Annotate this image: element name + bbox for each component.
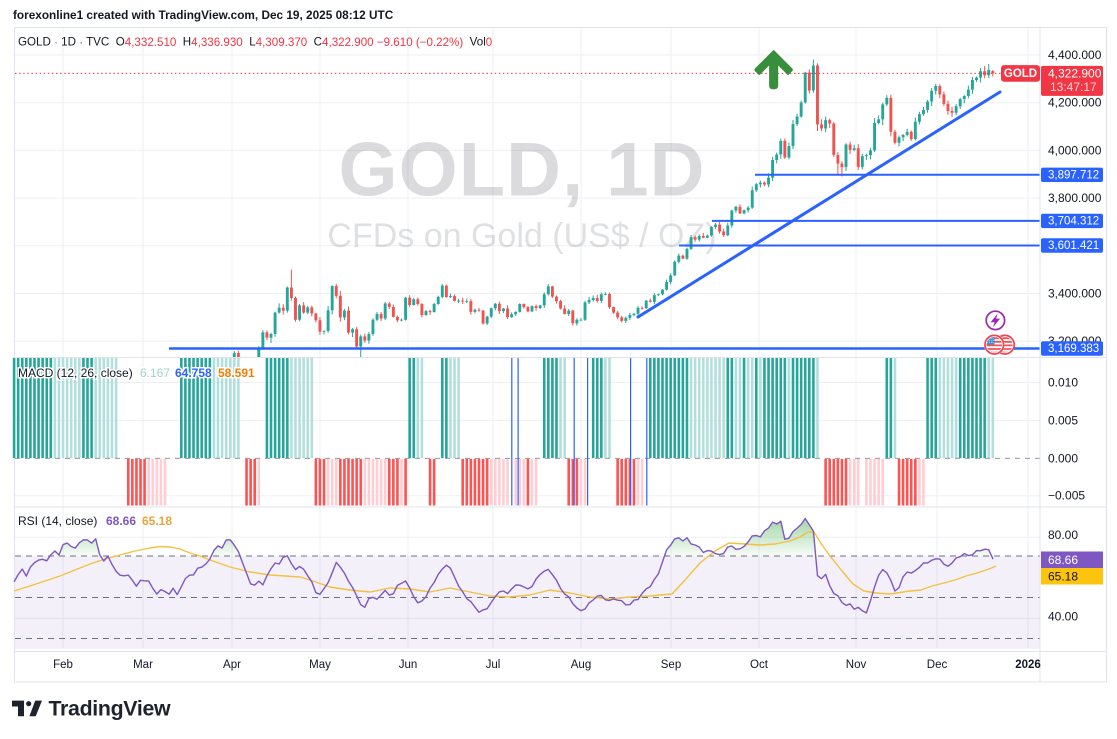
svg-text:65.18: 65.18 <box>1048 570 1078 584</box>
svg-text:3,897.712: 3,897.712 <box>1048 169 1099 181</box>
svg-text:4,000.000: 4,000.000 <box>1048 143 1102 157</box>
svg-text:68.66: 68.66 <box>1048 553 1078 567</box>
svg-text:3,601.421: 3,601.421 <box>1048 240 1099 252</box>
svg-text:Jul: Jul <box>486 659 501 671</box>
svg-text:3,169.383: 3,169.383 <box>1048 343 1099 355</box>
svg-text:Dec: Dec <box>927 659 948 671</box>
svg-text:Apr: Apr <box>223 659 241 671</box>
svg-text:Jun: Jun <box>399 659 418 671</box>
svg-text:4,400.000: 4,400.000 <box>1048 48 1102 62</box>
svg-text:40.00: 40.00 <box>1048 610 1078 624</box>
svg-text:0.010: 0.010 <box>1048 376 1078 390</box>
svg-text:80.00: 80.00 <box>1048 528 1078 542</box>
svg-text:Sep: Sep <box>661 659 681 671</box>
svg-text:2026: 2026 <box>1015 659 1041 671</box>
svg-text:4,200.000: 4,200.000 <box>1048 96 1102 110</box>
svg-text:68.66: 68.66 <box>106 514 136 528</box>
svg-text:64.758: 64.758 <box>175 366 212 380</box>
svg-text:GOLD: GOLD <box>1004 68 1037 80</box>
svg-text:TradingView: TradingView <box>49 697 171 721</box>
svg-text:0.000: 0.000 <box>1048 451 1078 465</box>
svg-text:3,800.000: 3,800.000 <box>1048 191 1102 205</box>
svg-text:6.167: 6.167 <box>140 366 170 380</box>
svg-text:Aug: Aug <box>571 659 591 671</box>
svg-text:4,322.900: 4,322.900 <box>1048 67 1102 81</box>
svg-text:CFDs on Gold (US$ / OZ): CFDs on Gold (US$ / OZ) <box>327 217 716 255</box>
svg-text:58.591: 58.591 <box>218 366 255 380</box>
svg-text:3,400.000: 3,400.000 <box>1048 287 1102 301</box>
svg-text:MACD (12, 26, close): MACD (12, 26, close) <box>18 366 133 380</box>
svg-text:0.005: 0.005 <box>1048 413 1078 427</box>
svg-text:GOLD · 1D · TVC O4,332.510 H: GOLD · 1D · TVC O4,332.510 H4,336.930 L4… <box>18 36 492 49</box>
svg-text:forexonline1 created with Trad: forexonline1 created with TradingView.co… <box>13 8 394 22</box>
svg-text:13:47:17: 13:47:17 <box>1050 80 1097 94</box>
svg-text:−0.005: −0.005 <box>1048 489 1085 503</box>
svg-text:Mar: Mar <box>133 659 153 671</box>
svg-text:RSI (14, close): RSI (14, close) <box>18 514 97 528</box>
svg-text:GOLD, 1D: GOLD, 1D <box>339 128 706 213</box>
svg-text:65.18: 65.18 <box>142 514 172 528</box>
svg-text:May: May <box>309 659 331 671</box>
svg-text:Nov: Nov <box>846 659 867 671</box>
svg-text:Feb: Feb <box>53 659 73 671</box>
svg-text:3,704.312: 3,704.312 <box>1048 215 1099 227</box>
svg-text:Oct: Oct <box>750 659 769 671</box>
